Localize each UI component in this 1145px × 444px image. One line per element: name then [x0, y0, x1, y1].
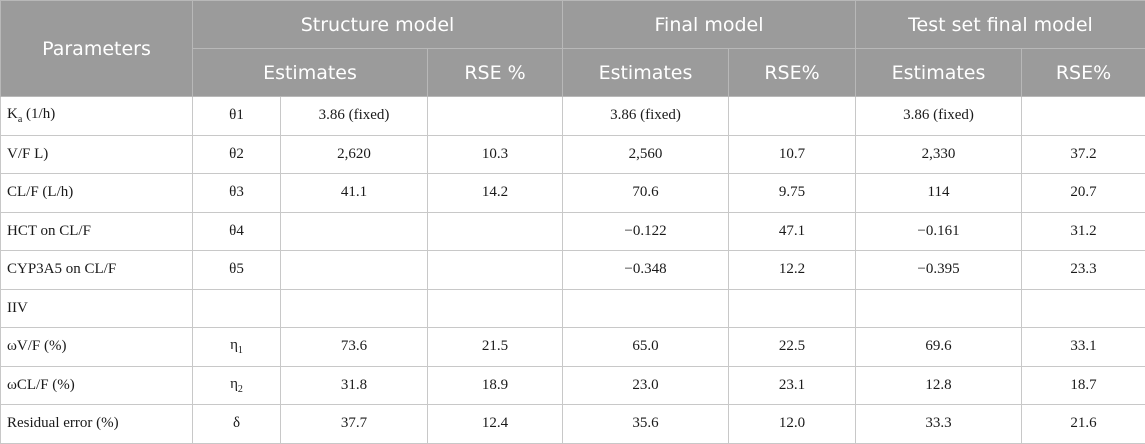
structure-rse-cell [428, 289, 563, 328]
param-cell: ωCL/F (%) [1, 366, 193, 405]
table-row: ωV/F (%) η1 73.6 21.5 65.0 22.5 69.6 33.… [1, 328, 1145, 367]
param-cell: ωV/F (%) [1, 328, 193, 367]
test-rse-cell [1022, 289, 1145, 328]
structure-estimate-cell: 37.7 [281, 405, 428, 444]
table-row: V/F L) θ2 2,620 10.3 2,560 10.7 2,330 37… [1, 135, 1145, 174]
structure-estimate-cell: 2,620 [281, 135, 428, 174]
structure-estimate-cell [281, 289, 428, 328]
param-cell: Ka (1/h) [1, 97, 193, 136]
test-estimate-cell: 12.8 [856, 366, 1022, 405]
header-final-model: Final model [563, 1, 856, 49]
param-cell: HCT on CL/F [1, 212, 193, 251]
symbol-cell: η1 [193, 328, 281, 367]
table-row: Ka (1/h) θ1 3.86 (fixed) 3.86 (fixed) 3.… [1, 97, 1145, 136]
symbol-cell: θ3 [193, 174, 281, 213]
structure-rse-cell [428, 212, 563, 251]
final-rse-cell: 9.75 [729, 174, 856, 213]
structure-rse-cell: 12.4 [428, 405, 563, 444]
test-rse-cell: 21.6 [1022, 405, 1145, 444]
param-cell: V/F L) [1, 135, 193, 174]
final-rse-cell [729, 97, 856, 136]
final-estimate-cell: 2,560 [563, 135, 729, 174]
final-estimate-cell: 65.0 [563, 328, 729, 367]
test-estimate-cell: 69.6 [856, 328, 1022, 367]
final-estimate-cell: 23.0 [563, 366, 729, 405]
param-cell: IIV [1, 289, 193, 328]
header-test-rse: RSE% [1022, 49, 1145, 97]
test-rse-cell [1022, 97, 1145, 136]
structure-rse-cell: 14.2 [428, 174, 563, 213]
final-estimate-cell: −0.348 [563, 251, 729, 290]
test-estimate-cell: 33.3 [856, 405, 1022, 444]
structure-estimate-cell [281, 251, 428, 290]
structure-rse-cell: 10.3 [428, 135, 563, 174]
test-rse-cell: 23.3 [1022, 251, 1145, 290]
symbol-subscript: 1 [238, 345, 243, 356]
final-rse-cell: 10.7 [729, 135, 856, 174]
test-estimate-cell: −0.161 [856, 212, 1022, 251]
symbol-cell: δ [193, 405, 281, 444]
test-rse-cell: 18.7 [1022, 366, 1145, 405]
header-final-estimates: Estimates [563, 49, 729, 97]
table-row: CYP3A5 on CL/F θ5 −0.348 12.2 −0.395 23.… [1, 251, 1145, 290]
symbol-cell: θ2 [193, 135, 281, 174]
header-row-groups: Parameters Structure model Final model T… [1, 1, 1145, 49]
structure-estimate-cell [281, 212, 428, 251]
structure-rse-cell [428, 97, 563, 136]
test-estimate-cell: −0.395 [856, 251, 1022, 290]
param-unit: (1/h) [22, 106, 55, 122]
structure-estimate-cell: 31.8 [281, 366, 428, 405]
symbol-cell: θ5 [193, 251, 281, 290]
final-rse-cell: 22.5 [729, 328, 856, 367]
symbol-cell: η2 [193, 366, 281, 405]
header-structure-rse: RSE % [428, 49, 563, 97]
table-row: IIV [1, 289, 1145, 328]
structure-rse-cell [428, 251, 563, 290]
test-rse-cell: 20.7 [1022, 174, 1145, 213]
test-estimate-cell [856, 289, 1022, 328]
structure-estimate-cell: 41.1 [281, 174, 428, 213]
final-estimate-cell [563, 289, 729, 328]
header-test-estimates: Estimates [856, 49, 1022, 97]
final-rse-cell: 12.2 [729, 251, 856, 290]
table-row: ωCL/F (%) η2 31.8 18.9 23.0 23.1 12.8 18… [1, 366, 1145, 405]
param-label: K [7, 106, 18, 122]
final-rse-cell: 47.1 [729, 212, 856, 251]
symbol-cell [193, 289, 281, 328]
test-rse-cell: 33.1 [1022, 328, 1145, 367]
test-rse-cell: 31.2 [1022, 212, 1145, 251]
symbol-label: η [230, 337, 238, 353]
structure-estimate-cell: 3.86 (fixed) [281, 97, 428, 136]
final-estimate-cell: 3.86 (fixed) [563, 97, 729, 136]
structure-rse-cell: 21.5 [428, 328, 563, 367]
structure-rse-cell: 18.9 [428, 366, 563, 405]
param-cell: CL/F (L/h) [1, 174, 193, 213]
test-estimate-cell: 114 [856, 174, 1022, 213]
header-structure-model: Structure model [193, 1, 563, 49]
param-cell: CYP3A5 on CL/F [1, 251, 193, 290]
final-estimate-cell: −0.122 [563, 212, 729, 251]
final-estimate-cell: 70.6 [563, 174, 729, 213]
table-row: Residual error (%) δ 37.7 12.4 35.6 12.0… [1, 405, 1145, 444]
header-parameters: Parameters [1, 1, 193, 97]
param-cell: Residual error (%) [1, 405, 193, 444]
header-structure-estimates: Estimates [193, 49, 428, 97]
final-rse-cell: 12.0 [729, 405, 856, 444]
structure-estimate-cell: 73.6 [281, 328, 428, 367]
final-estimate-cell: 35.6 [563, 405, 729, 444]
symbol-label: η [230, 376, 238, 392]
symbol-cell: θ1 [193, 97, 281, 136]
test-estimate-cell: 2,330 [856, 135, 1022, 174]
header-test-set-final-model: Test set final model [856, 1, 1145, 49]
header-final-rse: RSE% [729, 49, 856, 97]
table-row: CL/F (L/h) θ3 41.1 14.2 70.6 9.75 114 20… [1, 174, 1145, 213]
symbol-subscript: 2 [238, 384, 243, 395]
test-estimate-cell: 3.86 (fixed) [856, 97, 1022, 136]
symbol-cell: θ4 [193, 212, 281, 251]
final-rse-cell: 23.1 [729, 366, 856, 405]
test-rse-cell: 37.2 [1022, 135, 1145, 174]
table-row: HCT on CL/F θ4 −0.122 47.1 −0.161 31.2 [1, 212, 1145, 251]
final-rse-cell [729, 289, 856, 328]
